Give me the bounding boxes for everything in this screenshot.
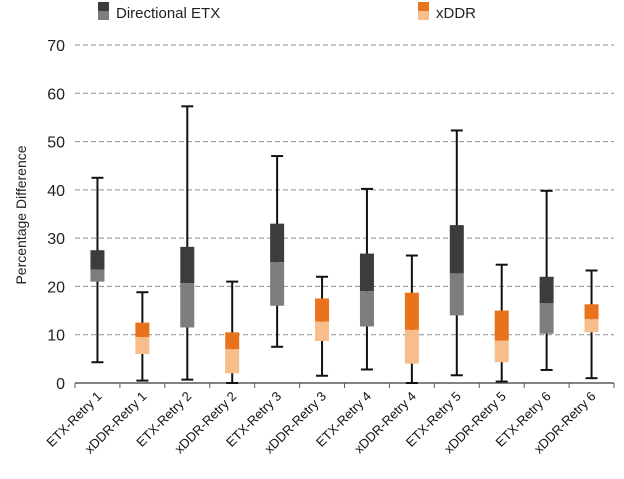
box-lower-quartile	[584, 319, 599, 333]
legend-item: Directional ETX	[98, 2, 220, 22]
box-etx-retry-1	[90, 176, 105, 364]
box-xddr-retry-3	[315, 275, 330, 377]
boxes	[90, 105, 599, 384]
box-xddr-retry-4	[404, 254, 419, 384]
box-xddr-retry-1	[135, 291, 150, 382]
box-lower-quartile	[449, 273, 464, 316]
box-upper-quartile	[180, 246, 195, 284]
box-etx-retry-5	[449, 129, 464, 377]
box-upper-quartile	[225, 332, 240, 350]
legend-swatch-light	[418, 11, 429, 20]
box-upper-quartile	[90, 250, 105, 270]
box-upper-quartile	[494, 310, 509, 341]
box-lower-quartile	[135, 337, 150, 355]
y-tick-label: 40	[47, 183, 65, 200]
legend-item: xDDR	[418, 2, 476, 22]
box-etx-retry-2	[180, 105, 195, 381]
box-upper-quartile	[315, 298, 330, 322]
box-etx-retry-6	[539, 189, 554, 371]
legend-label: Directional ETX	[116, 5, 220, 22]
y-tick-label: 60	[47, 86, 65, 103]
box-xddr-retry-2	[225, 280, 240, 384]
box-lower-quartile	[315, 321, 330, 341]
box-xddr-retry-6	[584, 269, 599, 380]
y-axis: 0 10 20 30 40 50 60 70	[47, 38, 65, 393]
box-lower-quartile	[539, 303, 554, 334]
box-etx-retry-3	[270, 155, 285, 348]
box-lower-quartile	[359, 291, 374, 327]
y-axis-label: Percentage Difference	[13, 145, 29, 284]
legend: Directional ETX xDDR	[98, 2, 476, 22]
box-upper-quartile	[584, 304, 599, 320]
legend-swatch-dark	[98, 2, 109, 11]
legend-swatch-dark	[418, 2, 429, 11]
grid-lines	[75, 44, 614, 384]
box-etx-retry-4	[359, 187, 374, 371]
y-tick-label: 20	[47, 279, 65, 296]
y-tick-label: 70	[47, 38, 65, 55]
box-lower-quartile	[180, 283, 195, 328]
box-lower-quartile	[225, 349, 240, 374]
box-lower-quartile	[404, 329, 419, 364]
box-upper-quartile	[404, 292, 419, 330]
y-tick-label: 10	[47, 328, 65, 345]
legend-label: xDDR	[436, 5, 476, 22]
box-lower-quartile	[90, 269, 105, 282]
y-tick-label: 30	[47, 231, 65, 248]
box-upper-quartile	[270, 223, 285, 263]
box-upper-quartile	[539, 276, 554, 304]
box-upper-quartile	[135, 322, 150, 338]
box-xddr-retry-5	[494, 263, 509, 383]
box-lower-quartile	[494, 340, 509, 363]
box-lower-quartile	[270, 262, 285, 306]
box-upper-quartile	[359, 253, 374, 292]
legend-swatch-light	[98, 11, 109, 20]
box-upper-quartile	[449, 225, 464, 274]
y-tick-label: 0	[56, 376, 65, 393]
y-tick-label: 50	[47, 135, 65, 152]
